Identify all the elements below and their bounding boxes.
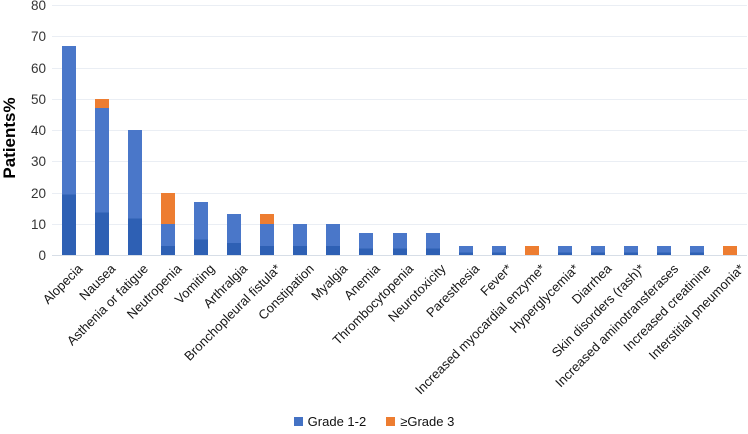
x-category-label-text: Myalgia: [307, 261, 350, 304]
bar-grade-1-2-segment: [491, 245, 506, 255]
gridline: [52, 223, 747, 225]
bar-grade-1-2-segment: [160, 223, 175, 255]
bar-grade-1-2-segment: [657, 245, 672, 255]
gridline: [52, 67, 747, 69]
bar-grade-1-2-segment: [326, 223, 341, 255]
y-tick-label: 80: [30, 0, 46, 13]
gridline: [52, 161, 747, 163]
gridline: [52, 98, 747, 100]
grade-3-swatch-icon: [386, 417, 396, 426]
gridline: [52, 5, 747, 6]
gridline: [52, 130, 747, 131]
bar-grade-1-2-segment: [227, 214, 242, 255]
y-tick-label: 50: [30, 91, 46, 107]
x-axis-line: [52, 255, 747, 256]
legend-item-grade-1-2: Grade 1-2: [293, 414, 367, 429]
bar-grade-1-2-segment: [425, 233, 440, 255]
y-tick-label: 70: [30, 29, 46, 45]
bar-grade-1-2-segment: [392, 233, 407, 255]
x-category-label-text: Alopecia: [39, 261, 86, 307]
bar-grade-1-2-segment: [127, 130, 142, 255]
bar-grade-1-2-segment: [458, 245, 473, 255]
gridline: [52, 192, 747, 194]
bar-grade-3-segment: [260, 214, 275, 224]
legend-label-grade-3: ≥Grade 3: [400, 414, 455, 429]
bar-grade-1-2-segment: [690, 245, 705, 255]
legend-item-grade-3: ≥Grade 3: [386, 414, 454, 429]
bar-grade-1-2-segment: [359, 233, 374, 255]
y-tick-label: 60: [30, 60, 46, 76]
bar-grade-1-2-segment: [591, 245, 606, 255]
bar-grade-1-2-segment: [293, 223, 308, 255]
y-tick-label: 40: [30, 123, 46, 138]
grade-1-2-swatch-icon: [293, 417, 303, 426]
bar-grade-3-segment: [723, 245, 738, 255]
bar-grade-1-2-segment: [61, 45, 76, 255]
legend: Grade 1-2 ≥Grade 3: [0, 414, 748, 429]
bar-grade-1-2-segment: [260, 223, 275, 255]
y-tick-label: 30: [30, 154, 46, 170]
bar-grade-3-segment: [94, 98, 109, 109]
bar-grade-1-2-segment: [624, 245, 639, 255]
bar-grade-1-2-segment: [94, 108, 109, 255]
legend-label-grade-1-2: Grade 1-2: [307, 414, 367, 429]
y-tick-label: 10: [30, 216, 46, 232]
bar-grade-3-segment: [160, 192, 175, 224]
gridline: [52, 36, 747, 38]
bar-grade-1-2-segment: [557, 245, 572, 255]
bar-grade-3-segment: [524, 245, 539, 255]
bar-grade-1-2-segment: [193, 201, 208, 255]
y-tick-label: 20: [30, 185, 46, 201]
y-tick-label: 0: [38, 248, 46, 263]
